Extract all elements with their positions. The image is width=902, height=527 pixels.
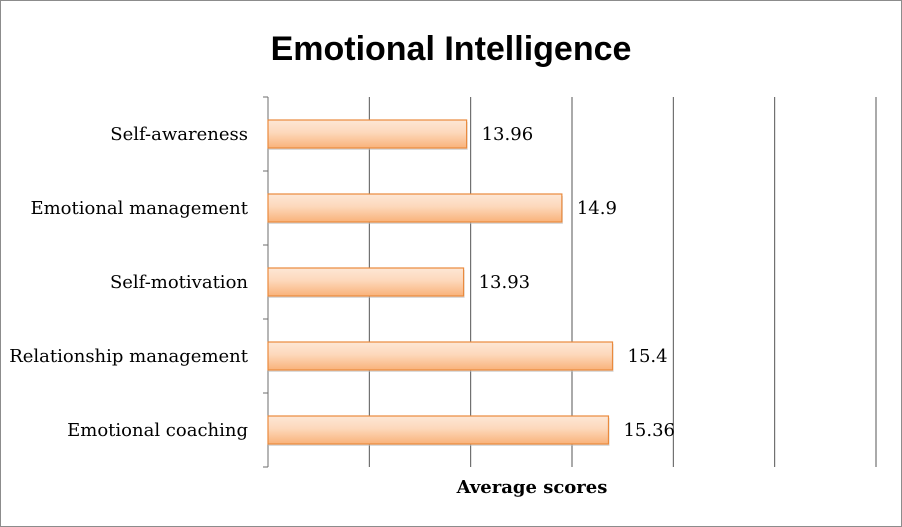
bar [267,415,610,445]
bars-group [267,119,614,446]
category-labels: Self-awareness Emotional management Self-m… [9,124,249,441]
value-label: 14.9 [577,198,617,219]
bar [267,119,468,149]
x-axis-title: Average scores [456,477,608,498]
value-labels: 13.96 14.9 13.93 15.4 15.36 [479,124,675,441]
category-label: Emotional coaching [67,420,248,441]
bar [267,193,563,223]
value-label: 15.36 [623,420,675,441]
value-label: 13.96 [482,124,534,145]
bar [267,341,614,371]
gridlines [263,96,877,468]
chart-title: Emotional Intelligence [271,30,632,68]
category-label: Emotional management [30,198,248,219]
category-label: Relationship management [9,346,249,367]
category-label: Self-awareness [110,124,248,145]
value-label: 15.4 [628,346,668,367]
value-label: 13.93 [479,272,531,293]
bar [267,267,465,297]
category-label: Self-motivation [110,272,248,293]
